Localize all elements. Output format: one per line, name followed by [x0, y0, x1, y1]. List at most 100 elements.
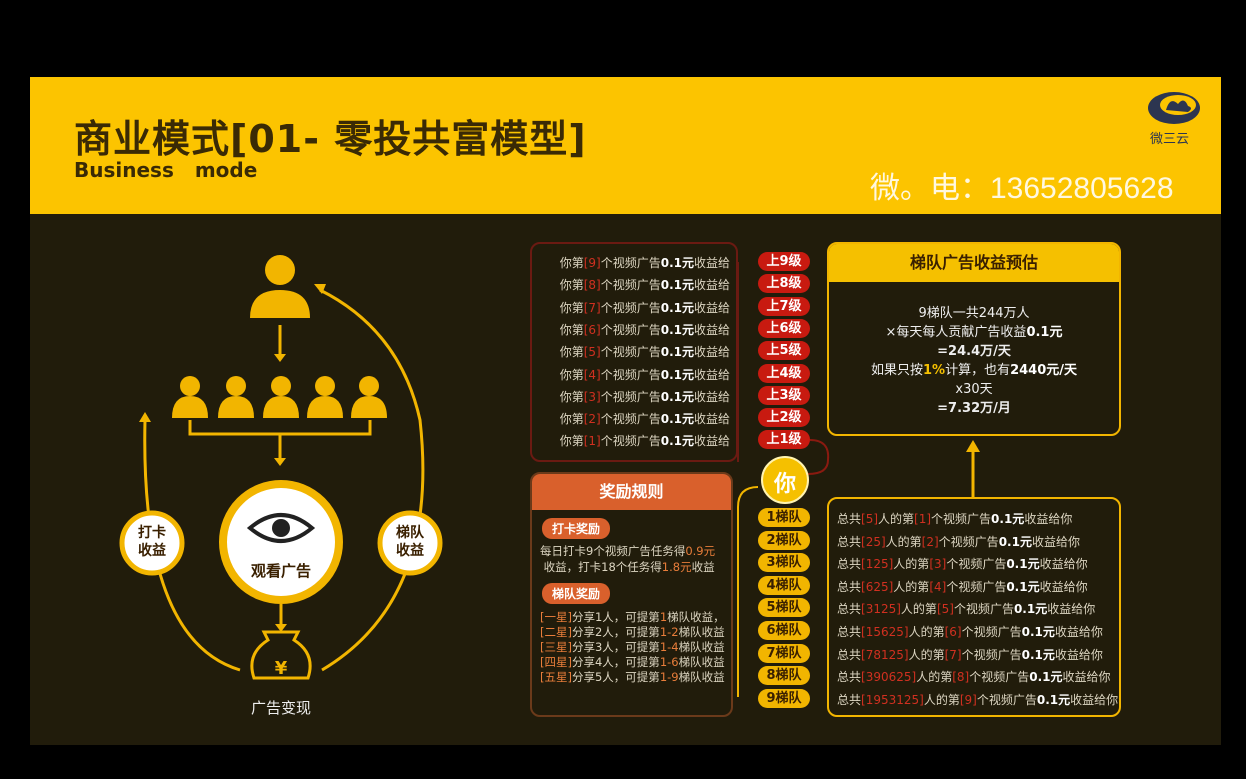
amount: 0.1元: [660, 278, 694, 293]
arc-right: [319, 288, 425, 672]
estimate-daily: =24.4万/天: [937, 344, 1011, 359]
amount: 0.1元: [660, 345, 694, 360]
t: 收益给: [693, 412, 730, 427]
t: 收益给你: [1047, 602, 1096, 617]
t: 收益给你: [1031, 534, 1080, 549]
level-row: 你第[4]个视频广告0.1元收益给: [530, 366, 730, 383]
money-bag-icon: ¥: [250, 630, 312, 680]
level-number: [6]: [583, 322, 601, 337]
logo-icon: [1148, 92, 1200, 124]
level-badge: 上2级: [758, 408, 810, 428]
team-row: 总共[15625]人的第[6]个视频广告0.1元收益给你: [837, 623, 1103, 640]
t: 人的第: [878, 512, 915, 526]
t: 总共: [837, 579, 862, 594]
level-row: 你第[6]个视频广告0.1元收益给: [530, 321, 730, 338]
team-row: 总共[390625]人的第[8]个视频广告0.1元收益给你: [837, 668, 1111, 685]
team-badge: 7梯队: [758, 643, 810, 663]
t: 你第: [559, 389, 584, 404]
you-circle: [761, 456, 809, 504]
member-count: [78125]: [861, 647, 909, 662]
t: 总共: [837, 602, 862, 617]
t: 个视频广告: [600, 322, 661, 337]
t: 总共: [837, 512, 862, 526]
header-banner: [30, 77, 1221, 214]
t: 总共: [837, 670, 862, 685]
level-row: 你第[7]个视频广告0.1元收益给: [530, 299, 730, 316]
level-row: 你第[2]个视频广告0.1元收益给: [530, 410, 730, 427]
t: 你第: [559, 412, 584, 427]
team-row: 总共[5]人的第[1]个视频广告0.1元收益给你: [837, 510, 1072, 527]
member-count: [625]: [861, 579, 894, 594]
t: 收益给你: [1024, 512, 1073, 526]
level-row: 你第[1]个视频广告0.1元收益给: [530, 432, 730, 449]
t: 分享4人，可提第: [571, 655, 660, 669]
reward-rules-panel: 奖励规则 打卡奖励 每日打卡9个视频广告任务得0.9元 收益，打卡18个任务得1…: [530, 472, 733, 717]
ad-number: [8]: [952, 670, 970, 685]
star-level: [四星]: [540, 655, 572, 669]
t: 总共: [837, 625, 862, 639]
level-number: [2]: [583, 412, 601, 427]
team-row: 总共[1953125]人的第[9]个视频广告0.1元收益给你: [837, 691, 1118, 708]
team-row: 总共[25]人的第[2]个视频广告0.1元收益给你: [837, 533, 1080, 550]
svg-text:¥: ¥: [275, 658, 288, 679]
t: 你第: [559, 278, 584, 293]
checkin-income-label: 打卡 收益: [138, 525, 166, 559]
t: 收益给: [693, 345, 730, 360]
level-row: 你第[3]个视频广告0.1元收益给: [530, 388, 730, 405]
estimate-line: x30天: [955, 382, 993, 397]
page-title: 商业模式[01- 零投共富模型]: [74, 117, 587, 161]
t: 收益给你: [1062, 670, 1111, 685]
t: 收益给: [693, 434, 730, 449]
t: 梯队收益: [678, 640, 725, 654]
t: 你第: [559, 367, 584, 382]
star-rule: [四星]分享4人，可提第1-6梯队收益: [540, 655, 725, 670]
star-level: [三星]: [540, 640, 572, 654]
t: 分享2人，可提第: [571, 625, 660, 639]
level-row: 你第[8]个视频广告0.1元收益给: [530, 276, 730, 293]
t: 人的第: [916, 670, 953, 685]
t: 总共: [837, 557, 862, 572]
t: 分享3人，可提第: [571, 640, 660, 654]
you-label: 你: [773, 472, 796, 497]
level-badge: 上4级: [758, 363, 810, 383]
team-badge: 5梯队: [758, 598, 810, 618]
team-badge: 3梯队: [758, 553, 810, 573]
level-number: [8]: [583, 278, 601, 293]
team-range: 1-4: [659, 640, 679, 654]
t: 个视频广告: [961, 625, 1022, 639]
team-range: 1-2: [659, 625, 679, 639]
ad-number: [3]: [929, 557, 947, 572]
t: 个视频广告: [600, 434, 661, 449]
logo-text: 微三云: [1150, 132, 1190, 147]
t: 你第: [559, 256, 584, 270]
page-subtitle: Business mode: [74, 158, 258, 182]
t: 个视频广告: [600, 345, 661, 360]
member-count: [390625]: [861, 670, 917, 685]
estimate-line: 如果只按1%计算，也有2440元/天: [870, 363, 1078, 378]
member-count: [5]: [861, 512, 879, 526]
t: 你第: [559, 345, 584, 360]
member-count: [125]: [861, 557, 894, 572]
t: 个视频广告: [600, 278, 661, 293]
t: 梯队收益: [678, 655, 725, 669]
member-count: [3125]: [861, 602, 901, 617]
t: 人的第: [900, 602, 937, 617]
level-number: [1]: [583, 434, 601, 449]
level-badge: 上3级: [758, 385, 810, 405]
star-level: [一星]: [540, 610, 572, 624]
team-row: 总共[78125]人的第[7]个视频广告0.1元收益给你: [837, 646, 1103, 663]
t: 个视频广告: [938, 534, 999, 549]
group-icon: [172, 376, 387, 418]
team-row: 总共[625]人的第[4]个视频广告0.1元收益给你: [837, 578, 1088, 595]
t: 个视频广告: [953, 602, 1014, 617]
amount: 0.1元: [660, 434, 694, 449]
team-reward-pill: 梯队奖励: [542, 583, 611, 604]
connector: [188, 420, 372, 464]
t: 分享5人，可提第: [571, 670, 660, 684]
ad-number: [2]: [921, 534, 939, 549]
team-badge: 8梯队: [758, 666, 810, 686]
t: 收益给: [693, 389, 730, 404]
t: 收益给你: [1054, 647, 1103, 662]
amount: 0.1元: [1029, 670, 1063, 685]
star-rule: [五星]分享5人，可提第1-9梯队收益: [540, 670, 725, 685]
